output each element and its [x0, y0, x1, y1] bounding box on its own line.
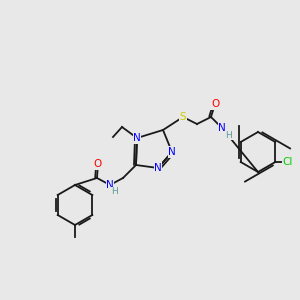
Text: S: S [180, 112, 186, 122]
Text: H: H [226, 130, 232, 140]
Text: N: N [106, 180, 114, 190]
Text: H: H [112, 188, 118, 196]
Text: O: O [94, 159, 102, 169]
Text: Cl: Cl [282, 157, 292, 167]
Text: O: O [211, 99, 219, 109]
Text: N: N [154, 163, 162, 173]
Text: N: N [218, 123, 226, 133]
Text: N: N [133, 133, 141, 143]
Text: N: N [168, 147, 176, 157]
